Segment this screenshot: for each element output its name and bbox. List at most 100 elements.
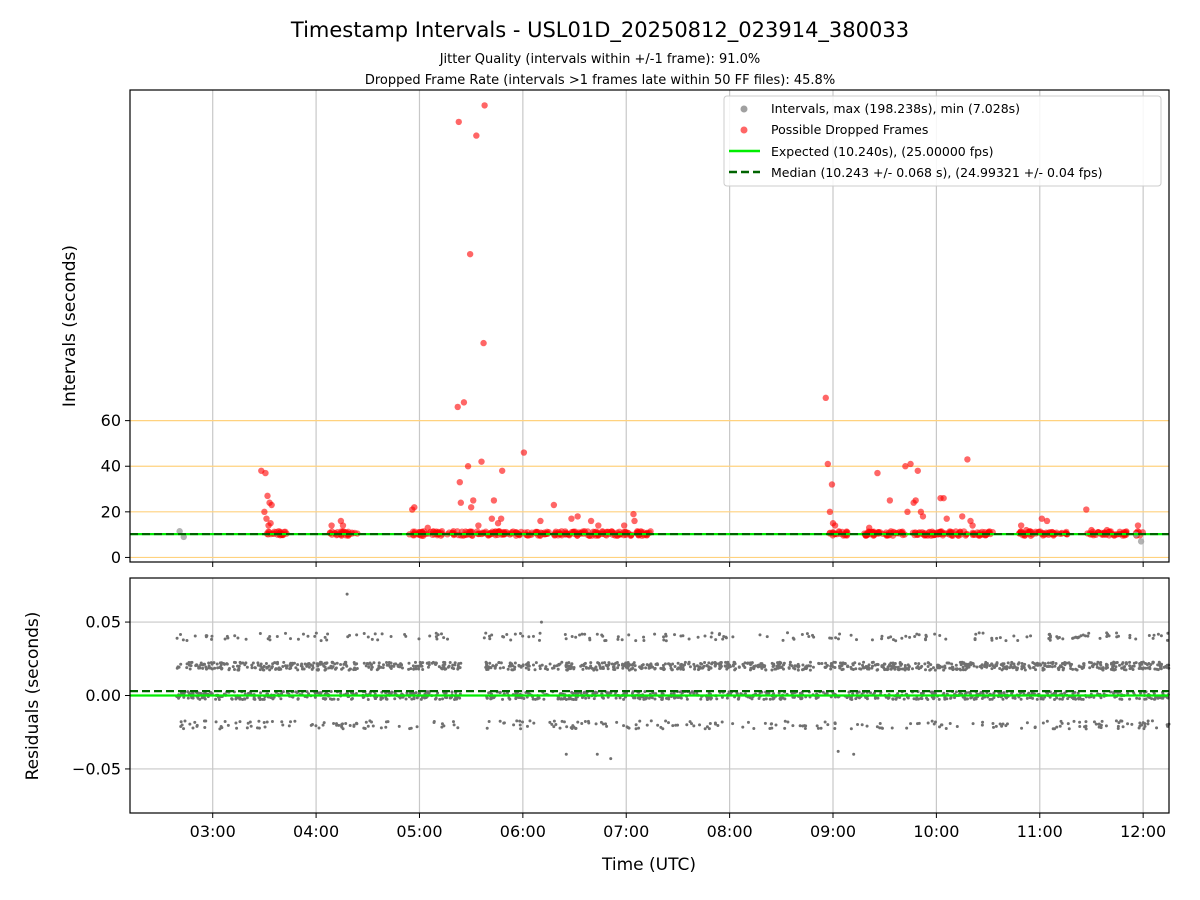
- residual-point: [1019, 697, 1023, 701]
- residual-point: [335, 723, 339, 727]
- residual-point: [1134, 661, 1138, 665]
- residual-point: [258, 631, 262, 635]
- residual-point: [398, 696, 402, 700]
- residual-point: [950, 662, 954, 666]
- residual-point: [980, 723, 984, 727]
- residual-point: [1051, 662, 1055, 666]
- residual-point: [210, 637, 214, 641]
- residual-point: [764, 697, 768, 701]
- residual-point: [1105, 631, 1109, 635]
- dropped-frame-point: [473, 132, 480, 139]
- residual-point: [407, 667, 411, 671]
- residual-point: [1156, 632, 1160, 636]
- residual-point: [1152, 633, 1156, 637]
- dropped-frame-point: [550, 501, 558, 509]
- residual-point: [692, 724, 696, 728]
- dropped-frame-point: [480, 339, 487, 347]
- residuals-panel: 03:00 04:00 05:00 06:00 07:00 08:00 09:00 10:00…: [72, 577, 1171, 841]
- residual-point: [583, 661, 587, 665]
- residual-point: [649, 719, 653, 723]
- residual-point: [600, 661, 604, 665]
- residual-point: [898, 695, 902, 699]
- residual-point: [1034, 662, 1038, 666]
- residual-point: [1116, 726, 1120, 730]
- residual-point: [923, 662, 927, 666]
- residual-point: [1073, 635, 1077, 639]
- residual-point: [415, 725, 419, 729]
- residual-point: [348, 724, 352, 728]
- residual-point: [1025, 721, 1029, 725]
- residual-point: [1151, 660, 1155, 664]
- residual-point: [489, 666, 493, 670]
- residual-point: [765, 635, 769, 639]
- residual-point: [339, 691, 343, 695]
- residual-point: [656, 663, 660, 667]
- residual-point: [917, 633, 921, 637]
- residual-point: [265, 720, 269, 724]
- residual-point: [605, 724, 609, 728]
- residual-point: [306, 663, 310, 667]
- residual-point: [1104, 724, 1108, 728]
- residual-point: [1033, 726, 1037, 730]
- residual-point: [193, 634, 197, 638]
- residual-point: [1083, 634, 1087, 638]
- residual-point: [546, 667, 550, 671]
- residual-point: [1070, 696, 1074, 700]
- residual-point: [368, 719, 372, 723]
- residual-point: [801, 724, 805, 728]
- residual-point: [572, 725, 576, 729]
- residual-point: [815, 696, 819, 700]
- residual-point: [1028, 666, 1032, 670]
- residual-point: [533, 668, 537, 672]
- residual-point: [1165, 638, 1169, 642]
- residual-point: [594, 722, 598, 726]
- residual-point: [381, 666, 385, 670]
- residual-point: [1120, 697, 1124, 701]
- residual-point: [186, 696, 190, 700]
- residual-point: [944, 637, 948, 641]
- residual-point: [1046, 661, 1050, 665]
- residual-point: [823, 720, 827, 724]
- residual-point: [719, 662, 723, 666]
- residual-point: [965, 697, 969, 701]
- residual-point: [746, 720, 750, 724]
- residual-point: [332, 721, 336, 725]
- residual-point: [1121, 666, 1125, 670]
- residual-point: [601, 665, 605, 669]
- dropped-frame-point: [454, 403, 461, 411]
- residual-point: [1078, 720, 1082, 724]
- residual-point: [833, 722, 837, 726]
- residual-point: [212, 661, 216, 665]
- residual-point: [622, 697, 626, 701]
- residual-point: [642, 635, 646, 639]
- residual-point: [451, 720, 455, 724]
- residual-point: [268, 668, 272, 672]
- residual-point: [588, 638, 592, 642]
- residual-point: [532, 721, 536, 725]
- residual-point: [294, 690, 298, 694]
- residual-point: [634, 723, 638, 727]
- residual-point: [971, 662, 975, 666]
- residual-point: [1010, 692, 1014, 696]
- dropped-frame-subtitle: Dropped Frame Rate (intervals >1 frames …: [365, 73, 835, 88]
- residual-point: [701, 666, 705, 670]
- residual-point: [737, 696, 741, 700]
- residual-point: [249, 724, 253, 728]
- dropped-frame-point: [1017, 522, 1025, 529]
- residual-point: [1071, 667, 1075, 671]
- residual-point: [798, 724, 802, 728]
- residual-point: [570, 697, 574, 701]
- dropped-frame-point: [1038, 515, 1046, 522]
- residual-point: [431, 660, 435, 664]
- bottom-x-tick-label: 05:00: [396, 822, 442, 841]
- residual-point: [534, 661, 538, 665]
- residual-point: [1117, 721, 1121, 725]
- residual-point: [310, 723, 314, 727]
- residual-point: [1165, 663, 1169, 667]
- residual-point: [769, 722, 773, 726]
- residual-point: [651, 665, 655, 669]
- residual-point: [819, 726, 823, 730]
- residual-point: [933, 632, 937, 636]
- residual-point: [925, 696, 929, 700]
- residual-point: [804, 724, 808, 728]
